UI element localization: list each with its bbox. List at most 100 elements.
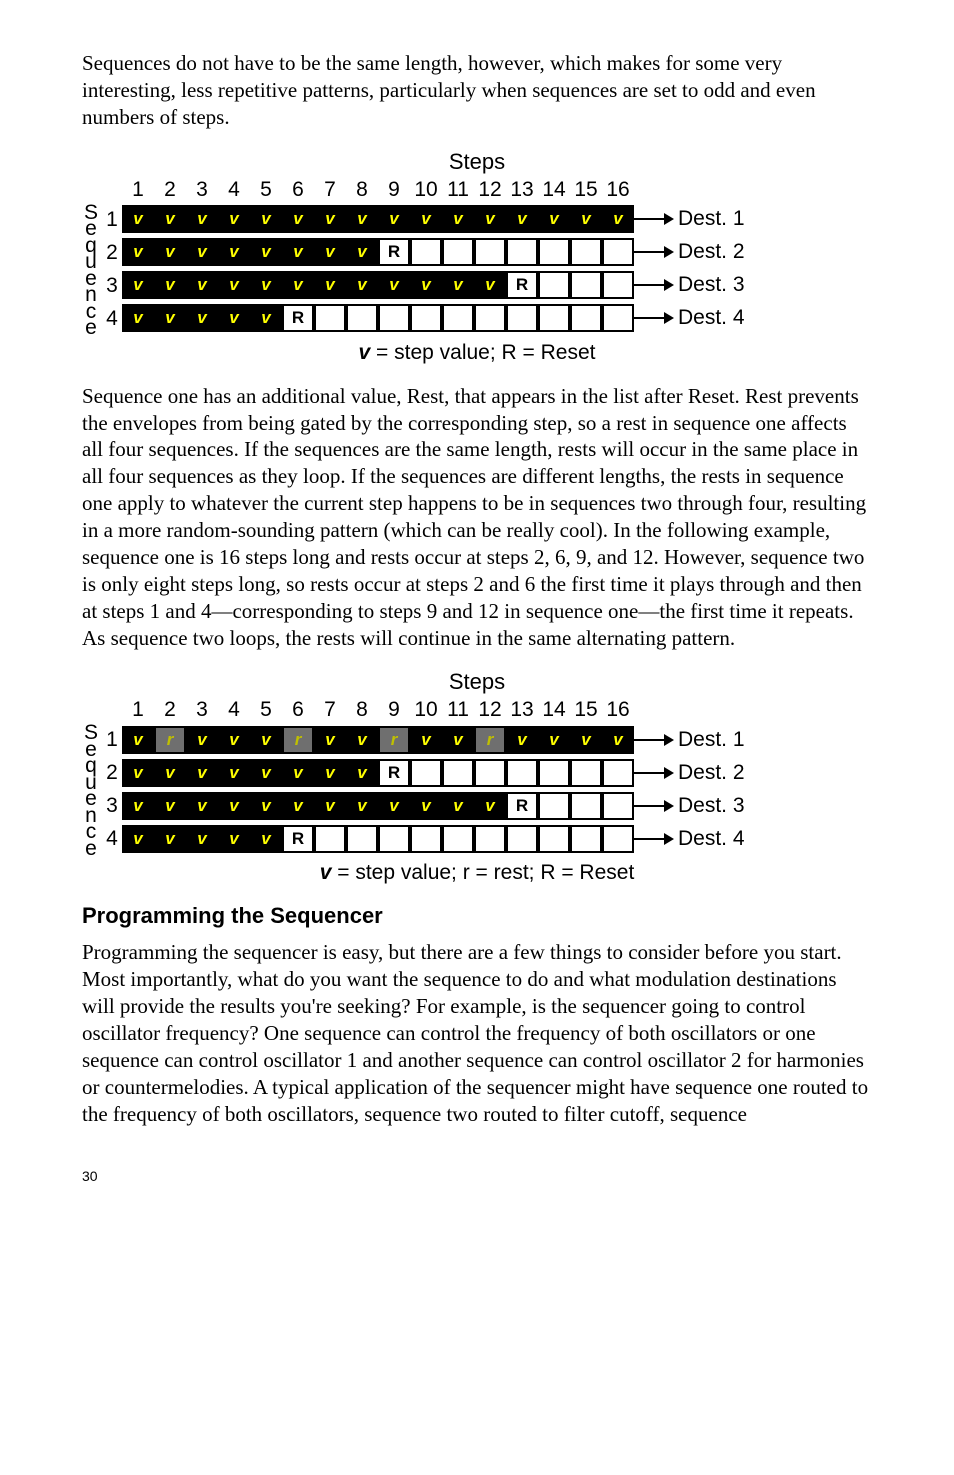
step-cell: v: [282, 205, 314, 233]
step-cell: [442, 825, 474, 853]
step-cell: v: [474, 205, 506, 233]
step-cell: [346, 304, 378, 332]
step-cell: [314, 825, 346, 853]
step-cell: v: [122, 238, 154, 266]
row-number-column: 1234: [102, 177, 122, 335]
sequence-row: vvvvvvvvR: [122, 236, 634, 269]
step-cell: [602, 759, 634, 787]
caption-rest: = step value; R = Reset: [370, 341, 595, 364]
step-cell: r: [282, 726, 314, 754]
step-cell: [570, 792, 602, 820]
diagram-2: Steps Sequence 1234 12345678910111213141…: [82, 669, 872, 885]
step-cell: v: [410, 792, 442, 820]
step-cell: [506, 238, 538, 266]
step-cell: [506, 759, 538, 787]
step-cell: [602, 271, 634, 299]
sequence-vertical-label: Sequence: [82, 725, 100, 857]
step-cell: r: [378, 726, 410, 754]
step-cell: v: [186, 825, 218, 853]
step-cell: [570, 304, 602, 332]
step-cell: [570, 825, 602, 853]
step-cell: v: [314, 205, 346, 233]
step-cell: [474, 304, 506, 332]
column-header: 2: [154, 697, 186, 723]
step-cell: v: [154, 271, 186, 299]
column-header: 12: [474, 177, 506, 203]
column-header: 6: [282, 177, 314, 203]
caption-v: v: [359, 341, 371, 364]
step-cell: v: [122, 759, 154, 787]
step-cell: [442, 304, 474, 332]
step-cell: v: [442, 205, 474, 233]
column-header: 14: [538, 177, 570, 203]
column-header: 4: [218, 697, 250, 723]
step-cell: v: [218, 825, 250, 853]
sequence-row: vvvvvvvvvvvvR: [122, 789, 634, 822]
step-cell: R: [506, 271, 538, 299]
step-cell: R: [506, 792, 538, 820]
column-header: 1: [122, 697, 154, 723]
step-cell: r: [474, 726, 506, 754]
sequence-row: vvvvvvvvvvvvR: [122, 269, 634, 302]
step-cell: v: [122, 726, 154, 754]
destination-label: Dest. 1: [634, 203, 745, 236]
step-cell: v: [538, 205, 570, 233]
column-header: 5: [250, 697, 282, 723]
row-number: 2: [102, 236, 122, 269]
step-cell: v: [442, 726, 474, 754]
step-cell: [314, 304, 346, 332]
step-cell: [538, 792, 570, 820]
step-cell: [378, 825, 410, 853]
step-cell: v: [186, 271, 218, 299]
step-cell: [602, 792, 634, 820]
step-cell: [506, 304, 538, 332]
step-cell: v: [122, 792, 154, 820]
step-cell: v: [186, 726, 218, 754]
step-cell: [474, 759, 506, 787]
step-cell: v: [122, 825, 154, 853]
step-cell: v: [186, 759, 218, 787]
step-cell: [474, 238, 506, 266]
step-cell: v: [282, 238, 314, 266]
step-cell: v: [218, 304, 250, 332]
row-number: 2: [102, 756, 122, 789]
step-cell: [410, 304, 442, 332]
step-cell: [570, 271, 602, 299]
step-cell: v: [474, 271, 506, 299]
column-header: 11: [442, 697, 474, 723]
step-cell: v: [122, 304, 154, 332]
step-cell: v: [442, 271, 474, 299]
step-cell: [442, 759, 474, 787]
step-cell: v: [218, 271, 250, 299]
step-cell: [602, 825, 634, 853]
step-cell: v: [250, 726, 282, 754]
step-cell: [506, 825, 538, 853]
column-header: 13: [506, 177, 538, 203]
step-cell: [410, 759, 442, 787]
step-cell: v: [282, 271, 314, 299]
column-headers: 12345678910111213141516: [122, 177, 634, 203]
step-cell: R: [378, 759, 410, 787]
row-number: 4: [102, 302, 122, 335]
caption-rest: = step value; r = rest; R = Reset: [331, 861, 634, 884]
column-header: 14: [538, 697, 570, 723]
row-number: 3: [102, 269, 122, 302]
column-header: 4: [218, 177, 250, 203]
section-heading: Programming the Sequencer: [82, 903, 872, 929]
column-header: 6: [282, 697, 314, 723]
step-cell: v: [250, 792, 282, 820]
row-number: 1: [102, 203, 122, 236]
row-number: 3: [102, 789, 122, 822]
step-cell: v: [122, 271, 154, 299]
row-number-column: 1234: [102, 697, 122, 855]
step-cell: [538, 304, 570, 332]
step-cell: v: [410, 726, 442, 754]
step-cell: v: [474, 792, 506, 820]
step-cell: [346, 825, 378, 853]
step-cell: v: [538, 726, 570, 754]
step-cell: v: [378, 271, 410, 299]
row-number: 1: [102, 723, 122, 756]
diagram-2-title: Steps: [82, 669, 872, 695]
column-header: 2: [154, 177, 186, 203]
column-header: 16: [602, 697, 634, 723]
